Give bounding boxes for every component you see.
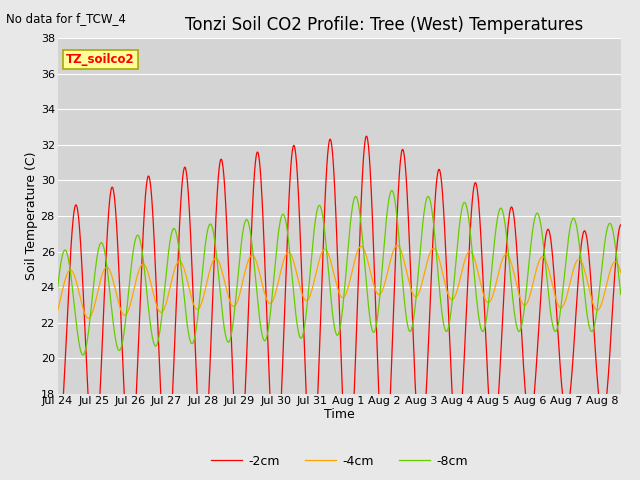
- -2cm: [54, 444, 61, 450]
- -8cm: [54, 286, 61, 291]
- -2cm: [268, 421, 275, 427]
- -4cm: [268, 300, 275, 305]
- -2cm: [481, 308, 488, 313]
- -2cm: [381, 470, 388, 476]
- -4cm: [481, 294, 488, 300]
- -4cm: [156, 308, 163, 314]
- -8cm: [156, 333, 163, 339]
- -8cm: [268, 299, 275, 304]
- Text: TZ_soilco2: TZ_soilco2: [66, 53, 134, 66]
- -8cm: [388, 188, 396, 193]
- -2cm: [617, 222, 625, 228]
- -8cm: [79, 352, 87, 358]
- -2cm: [216, 159, 224, 165]
- -2cm: [166, 446, 173, 452]
- -2cm: [543, 228, 551, 234]
- X-axis label: Time: Time: [324, 408, 355, 421]
- Title: Tonzi Soil CO2 Profile: Tree (West) Temperatures: Tonzi Soil CO2 Profile: Tree (West) Temp…: [185, 16, 584, 34]
- Line: -4cm: -4cm: [58, 245, 621, 318]
- -4cm: [543, 261, 551, 266]
- -2cm: [155, 346, 163, 352]
- Y-axis label: Soil Temperature (C): Soil Temperature (C): [25, 152, 38, 280]
- Line: -2cm: -2cm: [58, 136, 621, 473]
- -8cm: [543, 276, 551, 282]
- Legend: -2cm, -4cm, -8cm: -2cm, -4cm, -8cm: [205, 450, 473, 473]
- -8cm: [617, 292, 625, 298]
- -8cm: [481, 326, 488, 332]
- -8cm: [166, 240, 173, 246]
- -4cm: [166, 286, 173, 292]
- Line: -8cm: -8cm: [58, 191, 621, 355]
- -4cm: [54, 308, 61, 313]
- -8cm: [216, 292, 224, 298]
- -4cm: [617, 270, 625, 276]
- -4cm: [394, 242, 401, 248]
- -4cm: [216, 263, 224, 269]
- -4cm: [84, 315, 92, 321]
- -2cm: [362, 133, 370, 139]
- Text: No data for f_TCW_4: No data for f_TCW_4: [6, 12, 126, 25]
